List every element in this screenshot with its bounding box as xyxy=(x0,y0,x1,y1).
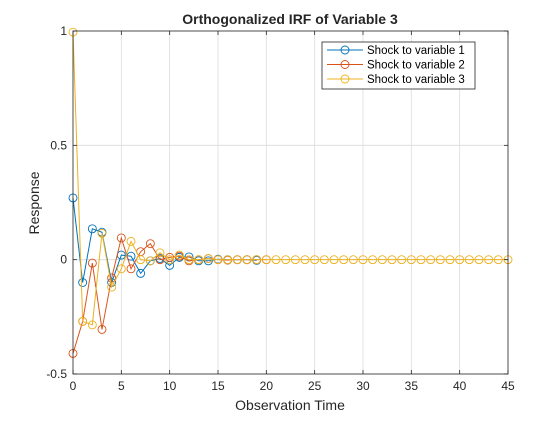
series-layer xyxy=(68,27,513,358)
data-point xyxy=(310,255,320,265)
ticks: 0 5 10 15 20 25 30 35 40 45-0.500.51 xyxy=(46,24,515,393)
data-point xyxy=(387,255,397,265)
chart-title: Orthogonalized IRF of Variable 3 xyxy=(182,11,398,27)
x-tick-label: 40 xyxy=(453,379,467,393)
x-tick-label: 10 xyxy=(163,379,177,393)
legend-marker xyxy=(340,60,350,69)
data-point xyxy=(290,255,300,265)
data-point xyxy=(242,255,252,265)
x-tick-label: 20 xyxy=(260,379,274,393)
data-point xyxy=(87,320,97,330)
data-point xyxy=(261,255,271,265)
data-point xyxy=(281,255,291,265)
y-tick-label: 0.5 xyxy=(50,138,67,152)
data-point xyxy=(126,236,136,246)
x-tick-label: 15 xyxy=(211,379,225,393)
data-point xyxy=(126,264,136,274)
data-point xyxy=(116,233,126,243)
series-3 xyxy=(68,27,513,330)
data-point xyxy=(416,255,426,265)
x-tick-label: 35 xyxy=(405,379,419,393)
x-tick-label: 5 xyxy=(118,379,125,393)
data-point xyxy=(426,255,436,265)
data-point xyxy=(136,255,146,265)
data-point xyxy=(474,255,484,265)
data-point xyxy=(445,255,455,265)
legend-marker xyxy=(340,74,350,84)
data-point xyxy=(348,255,358,265)
y-tick-label: -0.5 xyxy=(46,367,67,381)
x-tick-label: 45 xyxy=(501,379,515,393)
data-point xyxy=(194,255,204,265)
data-point xyxy=(435,255,445,265)
data-point xyxy=(174,250,184,260)
data-point xyxy=(358,255,368,265)
data-point xyxy=(252,255,262,265)
legend-label: Shock to variable 3 xyxy=(367,74,465,86)
data-point xyxy=(464,255,474,265)
data-point xyxy=(78,316,88,326)
legend: Shock to variable 1 Shock to variable 2 Sh… xyxy=(321,41,476,90)
data-point xyxy=(368,255,378,265)
legend-marker xyxy=(340,45,350,55)
data-point xyxy=(87,224,97,234)
data-point xyxy=(145,256,155,266)
data-point xyxy=(136,268,146,278)
y-axis-label: Response xyxy=(26,171,42,234)
data-point xyxy=(87,258,97,268)
data-point xyxy=(97,324,107,334)
data-point xyxy=(271,255,281,265)
data-point xyxy=(339,255,349,265)
x-tick-label: 0 xyxy=(70,379,77,393)
legend-label: Shock to variable 2 xyxy=(367,60,465,72)
data-point xyxy=(107,282,117,292)
y-tick-label: 1 xyxy=(60,24,67,38)
data-point xyxy=(484,255,494,265)
y-tick-label: 0 xyxy=(60,253,67,267)
data-point xyxy=(107,273,117,283)
data-point xyxy=(232,255,242,265)
data-point xyxy=(329,255,339,265)
data-point xyxy=(213,255,223,265)
data-point xyxy=(493,255,503,265)
data-point xyxy=(203,254,213,263)
data-point xyxy=(184,255,194,265)
data-point xyxy=(97,228,107,238)
x-tick-label: 25 xyxy=(308,379,322,393)
data-point xyxy=(455,255,465,265)
data-point xyxy=(203,256,213,266)
plot-frame xyxy=(72,30,509,375)
data-point xyxy=(78,278,88,287)
data-point xyxy=(397,255,407,265)
x-tick-label: 30 xyxy=(356,379,370,393)
data-point xyxy=(377,255,387,265)
legend-label: Shock to variable 1 xyxy=(367,45,465,57)
data-point xyxy=(300,255,310,265)
data-point xyxy=(319,255,329,265)
series-line xyxy=(72,32,508,326)
data-point xyxy=(165,255,175,265)
x-axis-label: Observation Time xyxy=(235,397,345,413)
data-point xyxy=(406,255,416,265)
data-point xyxy=(116,264,126,274)
data-point xyxy=(155,248,165,258)
data-point xyxy=(155,255,165,265)
data-point xyxy=(145,239,155,249)
data-point xyxy=(223,255,233,265)
